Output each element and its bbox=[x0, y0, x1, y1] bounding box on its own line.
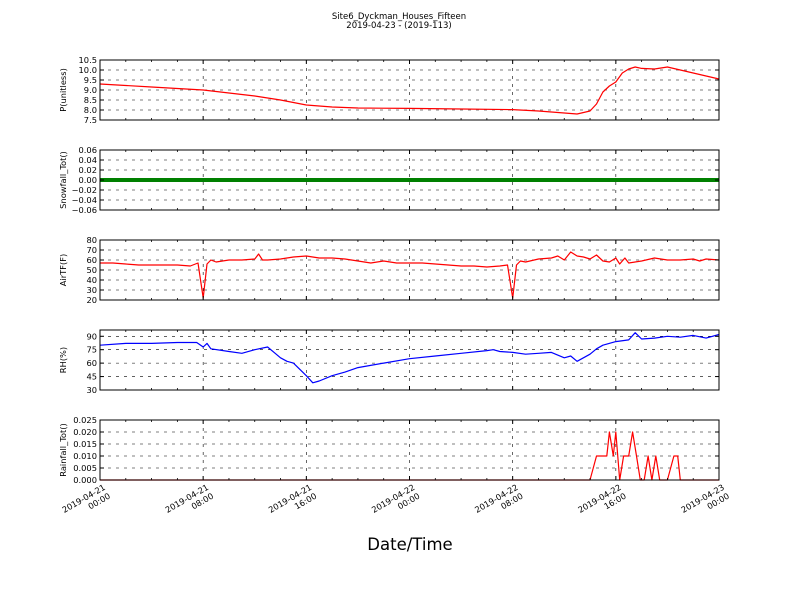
y-tick-label: 30 bbox=[86, 385, 97, 395]
x-tick-label: 2019-04-2216:00 bbox=[576, 482, 628, 523]
y-tick-label: 0.04 bbox=[79, 155, 97, 165]
series-line bbox=[99, 66, 720, 115]
series-line bbox=[100, 251, 720, 299]
y-tick-label: 7.5 bbox=[84, 115, 97, 125]
y-tick-label: 30 bbox=[86, 285, 97, 295]
y-tick-label: 0.010 bbox=[73, 451, 97, 461]
x-tick-label: 2019-04-2116:00 bbox=[267, 482, 319, 523]
y-tick-label: −0.06 bbox=[72, 205, 97, 215]
y-tick-label: 8.0 bbox=[84, 105, 97, 115]
y-tick-label: 75 bbox=[86, 345, 97, 355]
y-tick-label: 60 bbox=[86, 255, 97, 265]
y-tick-label: 70 bbox=[86, 245, 97, 255]
y-tick-label: 80 bbox=[86, 235, 97, 245]
y-tick-label: 0.02 bbox=[79, 165, 97, 175]
y-tick-label: 10.5 bbox=[79, 55, 97, 65]
y-tick-label: 50 bbox=[86, 265, 97, 275]
y-tick-label: 90 bbox=[86, 331, 97, 341]
x-tick-label: 2019-04-2208:00 bbox=[473, 482, 525, 523]
subplot-5: 0.000 0.005 0.010 0.015 0.020 0.025 Rainfall_T… bbox=[58, 415, 720, 485]
y-tick-label: 0.005 bbox=[73, 463, 97, 473]
x-tick-label: 2019-04-2200:00 bbox=[370, 482, 422, 523]
y-axis-label: Rainfall_Tot() bbox=[58, 423, 68, 476]
figure-title: Site6_Dyckman_Houses_Fifteen bbox=[332, 12, 466, 22]
y-tick-label: −0.04 bbox=[72, 195, 97, 205]
y-tick-label: 0.015 bbox=[73, 439, 97, 449]
x-tick-labels: 2019-04-2100:00 2019-04-2108:00 2019-04-21… bbox=[60, 482, 731, 523]
y-tick-label: 9.5 bbox=[84, 75, 97, 85]
y-tick-label: 0.06 bbox=[79, 145, 97, 155]
y-axis-label: AirTF(F) bbox=[58, 254, 68, 286]
x-axis-label: Date/Time bbox=[367, 535, 452, 554]
y-tick-label: 40 bbox=[86, 275, 97, 285]
y-tick-label: 20 bbox=[86, 295, 97, 305]
subplot-4: 30 45 60 75 90 RH(%) bbox=[58, 329, 720, 395]
x-tick-label: 2019-04-2100:00 bbox=[60, 482, 112, 523]
y-tick-label: 10.0 bbox=[79, 65, 97, 75]
series-line bbox=[100, 431, 719, 481]
subplots: 7.58.08.59.09.510.010.5P(unitless)−0.06−… bbox=[58, 55, 720, 485]
x-tick-label: 2019-04-2300:00 bbox=[679, 482, 731, 523]
series-line bbox=[99, 332, 720, 384]
y-tick-label: −0.02 bbox=[72, 185, 97, 195]
x-tick-label: 2019-04-2108:00 bbox=[163, 482, 215, 523]
y-tick-label: 0.025 bbox=[73, 415, 97, 425]
y-tick-label: 0.000 bbox=[73, 475, 97, 485]
subplot-2: −0.06−0.04−0.020.000.020.040.06 Snowfall_… bbox=[58, 145, 720, 215]
y-tick-label: 45 bbox=[86, 372, 97, 382]
subplot-1: 7.58.08.59.09.510.010.5 P(unitless) bbox=[58, 55, 720, 125]
y-axis-label: P(unitless) bbox=[58, 68, 68, 112]
y-tick-label: 0.00 bbox=[79, 175, 97, 185]
y-axis-label: RH(%) bbox=[58, 347, 68, 373]
y-axis-label: Snowfall_Tot() bbox=[58, 151, 68, 209]
y-tick-label: 8.5 bbox=[84, 95, 97, 105]
y-tick-label: 60 bbox=[86, 358, 97, 368]
y-tick-label: 9.0 bbox=[84, 85, 97, 95]
y-tick-label: 0.020 bbox=[73, 427, 97, 437]
figure-subtitle: 2019-04-23 - (2019-113) bbox=[346, 21, 451, 31]
